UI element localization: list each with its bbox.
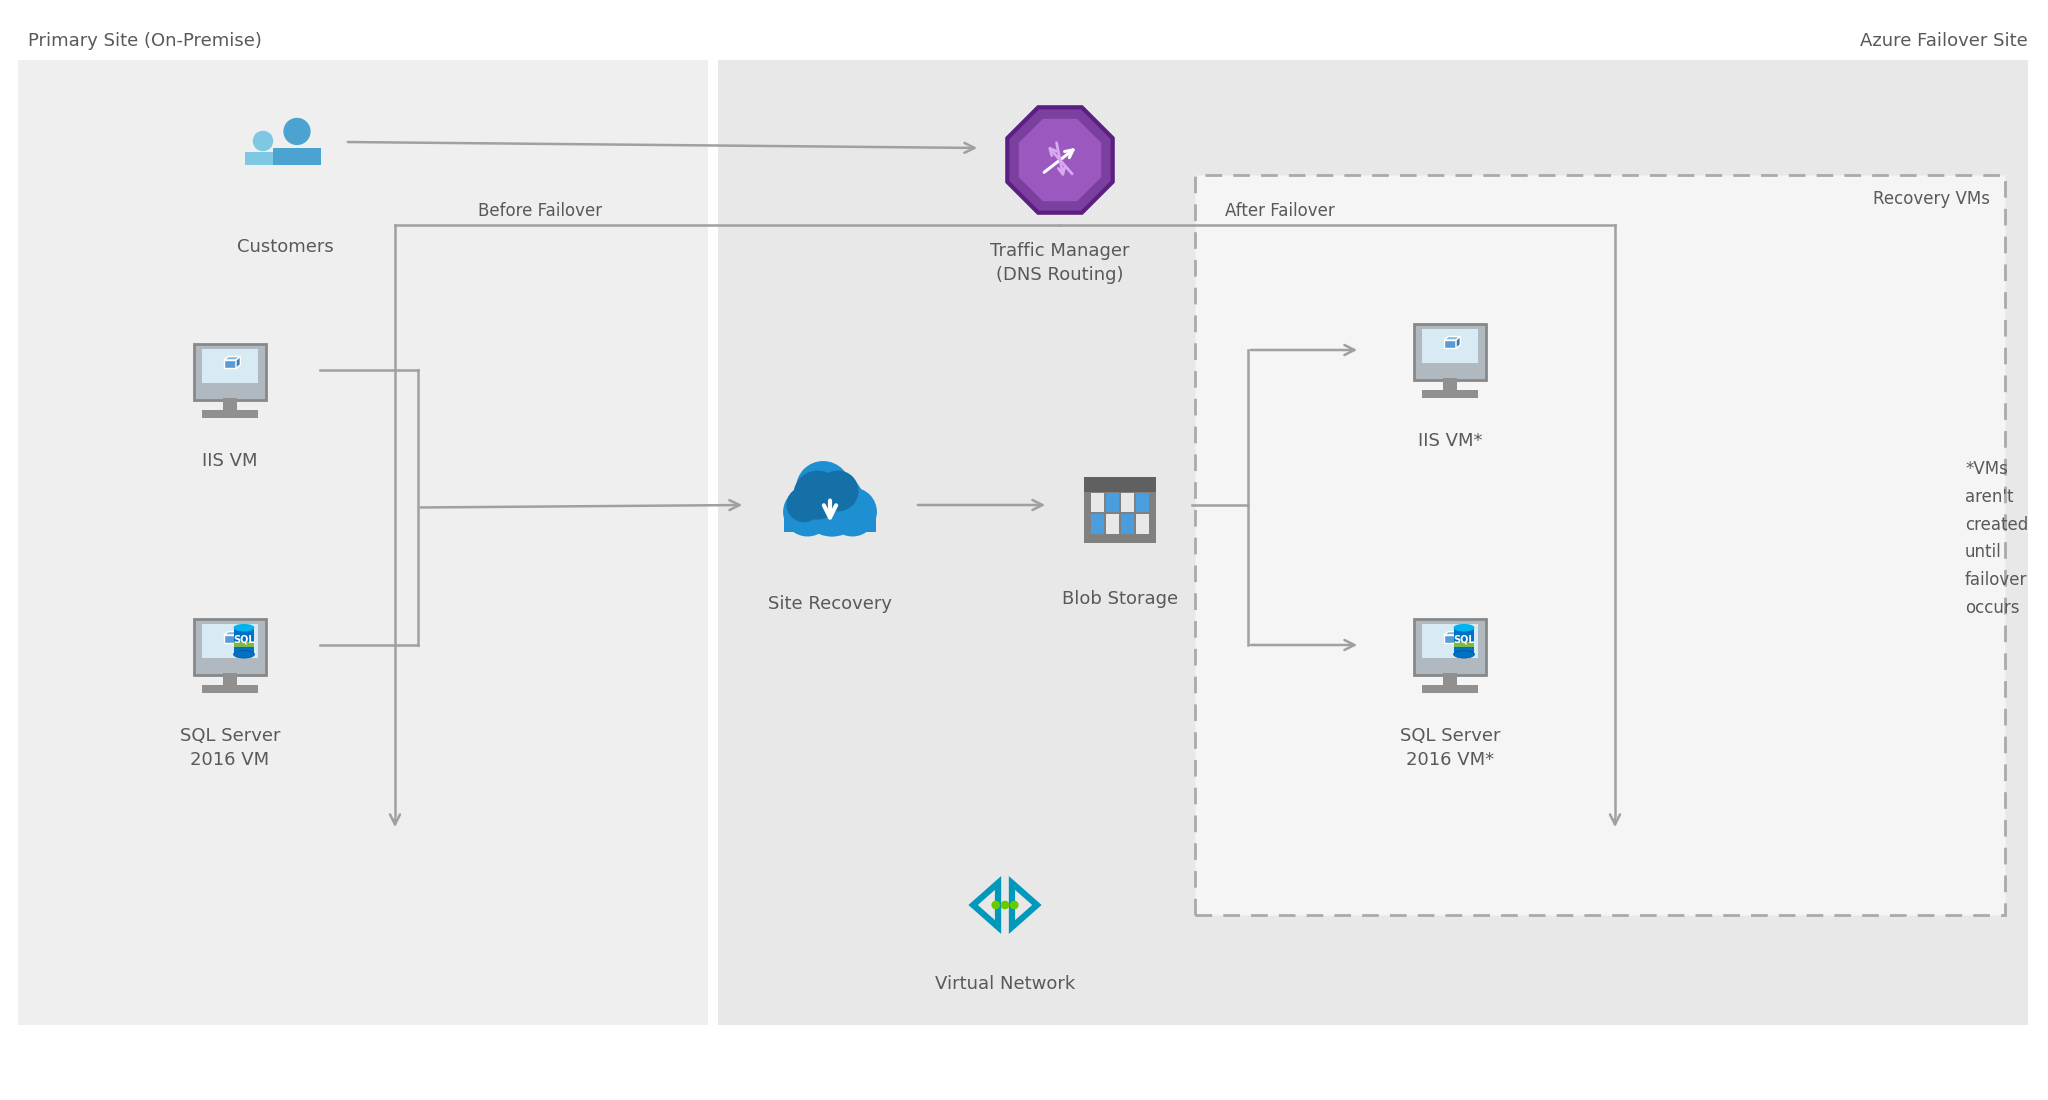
Bar [1106,493,1118,513]
Circle shape [285,119,309,144]
Text: Primary Site (On-Premise): Primary Site (On-Premise) [29,32,262,50]
Text: Traffic Manager
(DNS Routing): Traffic Manager (DNS Routing) [991,242,1130,284]
Bar [233,628,254,654]
Bar [1413,619,1487,674]
Polygon shape [1018,119,1102,201]
Text: SQL Server
2016 VM*: SQL Server 2016 VM* [1399,727,1501,769]
Bar [223,672,236,686]
Text: IIS VM: IIS VM [203,452,258,470]
Bar [1137,493,1149,513]
Ellipse shape [1454,650,1475,658]
Text: SQL: SQL [1454,634,1475,643]
Polygon shape [1456,631,1460,644]
Polygon shape [1444,631,1460,635]
Bar [1444,672,1456,686]
Bar [1194,175,2005,915]
Polygon shape [1456,337,1460,349]
Bar [203,684,258,693]
Bar [1092,493,1104,513]
Circle shape [1001,901,1010,910]
Circle shape [827,487,877,537]
Bar [1454,628,1475,654]
Bar [1423,389,1477,397]
Circle shape [817,471,858,512]
Polygon shape [236,356,240,369]
Bar [1120,515,1135,534]
Text: Azure Failover Site: Azure Failover Site [1860,32,2028,50]
Polygon shape [223,360,236,368]
Polygon shape [223,356,240,360]
Text: Customers: Customers [238,238,334,256]
Bar [1083,477,1155,542]
Bar [195,619,266,674]
Bar [719,60,2028,1025]
Bar [233,642,254,647]
Bar [223,397,236,411]
Bar [784,506,877,531]
Text: SQL Server
2016 VM: SQL Server 2016 VM [180,727,281,769]
Bar [201,624,258,658]
Bar [1444,377,1456,392]
Bar [18,60,709,1025]
Bar [1106,515,1118,534]
Bar [1083,477,1155,493]
Polygon shape [1444,340,1456,349]
Circle shape [991,901,999,910]
Bar [1423,684,1477,693]
Polygon shape [236,631,240,644]
Polygon shape [1444,635,1456,643]
Text: Virtual Network: Virtual Network [934,975,1075,993]
Circle shape [254,131,272,151]
Text: IIS VM*: IIS VM* [1417,432,1483,450]
Bar [1421,329,1479,363]
Circle shape [786,487,821,522]
Circle shape [782,487,831,537]
Circle shape [793,471,842,519]
Polygon shape [223,635,236,643]
Bar [1421,624,1479,658]
Ellipse shape [233,650,254,658]
Text: Blob Storage: Blob Storage [1063,590,1178,608]
Polygon shape [246,152,281,165]
Bar [203,409,258,418]
Ellipse shape [233,624,254,631]
Bar [1092,515,1104,534]
Polygon shape [272,147,322,165]
Text: Before Failover: Before Failover [477,202,602,220]
Ellipse shape [1454,624,1475,631]
Bar [195,344,266,399]
Text: *VMs
aren't
created
until
failover
occurs: *VMs aren't created until failover occur… [1964,460,2028,617]
Polygon shape [1444,337,1460,340]
Text: Recovery VMs: Recovery VMs [1874,190,1991,208]
Text: SQL: SQL [233,634,254,643]
Bar [1454,642,1475,647]
Bar [201,349,258,383]
Polygon shape [223,631,240,635]
Circle shape [797,461,850,516]
Bar [1413,324,1487,380]
Circle shape [1010,901,1018,910]
Text: Site Recovery: Site Recovery [768,595,893,613]
Bar [1137,515,1149,534]
Polygon shape [1008,108,1112,212]
Text: After Failover: After Failover [1225,202,1335,220]
Bar [1120,493,1135,513]
Circle shape [799,472,864,537]
